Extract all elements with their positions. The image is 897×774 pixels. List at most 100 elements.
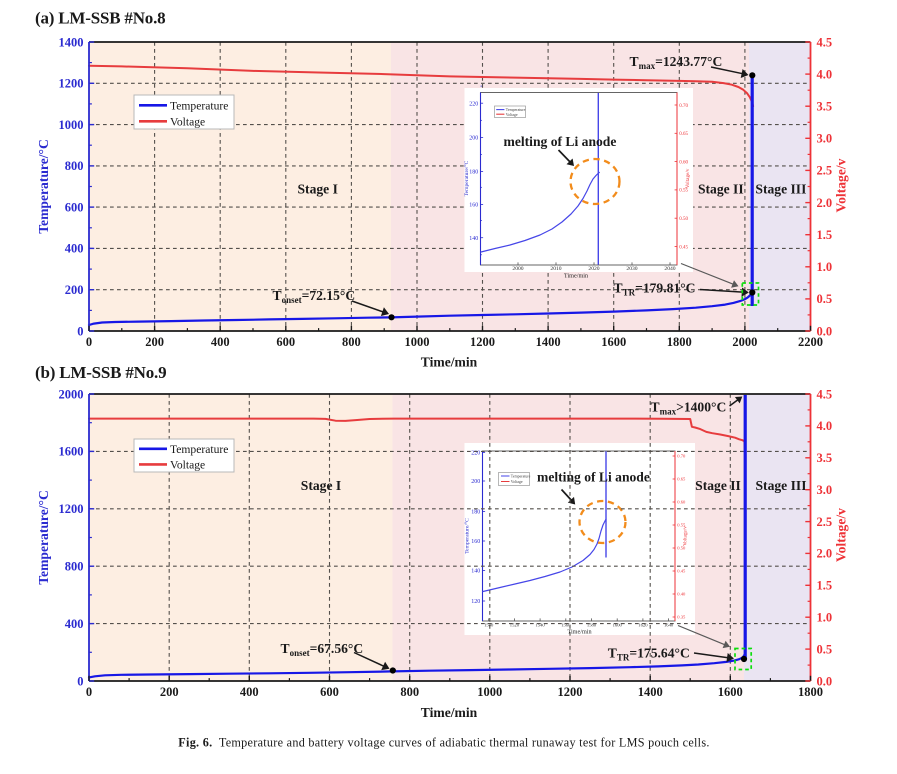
svg-text:1.0: 1.0 — [817, 611, 833, 625]
svg-text:0.0: 0.0 — [817, 324, 833, 338]
svg-text:Voltage/v: Voltage/v — [685, 168, 691, 188]
svg-text:Voltage: Voltage — [170, 458, 205, 471]
svg-text:1640: 1640 — [664, 623, 674, 628]
svg-text:1400: 1400 — [638, 685, 663, 699]
svg-text:1600: 1600 — [601, 335, 626, 349]
svg-text:Tonset=67.56°C: Tonset=67.56°C — [281, 641, 364, 658]
svg-text:1200: 1200 — [470, 335, 495, 349]
svg-text:4.5: 4.5 — [817, 35, 833, 49]
svg-text:(b) LM-SSB #No.9: (b) LM-SSB #No.9 — [35, 363, 166, 382]
svg-text:(a) LM-SSB #No.8: (a) LM-SSB #No.8 — [35, 9, 165, 28]
svg-text:180: 180 — [469, 170, 478, 176]
svg-text:0.40: 0.40 — [677, 592, 686, 597]
svg-text:0.55: 0.55 — [677, 523, 686, 528]
svg-text:1800: 1800 — [667, 335, 692, 349]
svg-text:220: 220 — [471, 451, 480, 457]
svg-text:2.0: 2.0 — [817, 196, 833, 210]
svg-text:Temperature: Temperature — [506, 108, 526, 112]
svg-text:1560: 1560 — [561, 623, 571, 628]
svg-text:200: 200 — [160, 685, 179, 699]
svg-text:0: 0 — [77, 324, 83, 338]
svg-text:1000: 1000 — [477, 685, 502, 699]
svg-text:1200: 1200 — [59, 502, 84, 516]
svg-text:2000: 2000 — [512, 266, 523, 272]
svg-text:0.35: 0.35 — [677, 615, 686, 620]
svg-text:Time/min: Time/min — [421, 705, 478, 720]
svg-text:0: 0 — [77, 674, 83, 688]
svg-text:0.5: 0.5 — [817, 642, 833, 656]
svg-text:2200: 2200 — [798, 335, 823, 349]
svg-text:120: 120 — [471, 599, 480, 605]
svg-text:0.5: 0.5 — [817, 292, 833, 306]
svg-text:3.5: 3.5 — [817, 100, 833, 114]
svg-text:1600: 1600 — [613, 623, 623, 628]
svg-text:220: 220 — [469, 101, 478, 107]
svg-text:800: 800 — [400, 685, 419, 699]
svg-text:2.0: 2.0 — [817, 547, 833, 561]
svg-text:2000: 2000 — [59, 387, 84, 401]
svg-text:Tmax=1243.77°C: Tmax=1243.77°C — [630, 54, 723, 71]
svg-text:1400: 1400 — [536, 335, 561, 349]
svg-text:4.0: 4.0 — [817, 419, 833, 433]
svg-text:400: 400 — [211, 335, 230, 349]
svg-text:Stage II: Stage II — [698, 182, 744, 197]
svg-text:1580: 1580 — [587, 623, 597, 628]
svg-text:3.0: 3.0 — [817, 483, 833, 497]
svg-text:Temperature/°C: Temperature/°C — [36, 490, 51, 585]
svg-text:800: 800 — [342, 335, 361, 349]
svg-text:1200: 1200 — [558, 685, 583, 699]
svg-text:0: 0 — [86, 335, 92, 349]
svg-text:Time/min: Time/min — [421, 355, 478, 370]
svg-text:600: 600 — [320, 685, 339, 699]
svg-text:Time/min: Time/min — [567, 629, 591, 636]
svg-text:140: 140 — [469, 236, 478, 242]
svg-text:140: 140 — [471, 569, 480, 575]
svg-text:200: 200 — [65, 283, 84, 297]
svg-text:Stage III: Stage III — [755, 182, 806, 197]
svg-text:800: 800 — [65, 159, 84, 173]
svg-text:1600: 1600 — [718, 685, 743, 699]
svg-text:Stage I: Stage I — [297, 182, 337, 197]
svg-text:Voltage: Voltage — [506, 113, 518, 117]
svg-text:0.45: 0.45 — [679, 245, 688, 250]
svg-text:Temperature/°C: Temperature/°C — [464, 518, 471, 554]
svg-text:0.70: 0.70 — [677, 454, 686, 459]
svg-text:melting of Li anode: melting of Li anode — [504, 134, 617, 149]
svg-text:160: 160 — [469, 203, 478, 209]
svg-text:0.0: 0.0 — [817, 674, 833, 688]
svg-text:0.60: 0.60 — [679, 160, 688, 165]
svg-text:2.5: 2.5 — [817, 164, 833, 178]
svg-text:1800: 1800 — [798, 685, 823, 699]
svg-text:1.0: 1.0 — [817, 260, 833, 274]
svg-text:Stage I: Stage I — [301, 478, 341, 493]
svg-text:1620: 1620 — [638, 623, 648, 628]
svg-text:400: 400 — [65, 617, 84, 631]
svg-text:0.50: 0.50 — [679, 217, 688, 222]
svg-text:0.70: 0.70 — [679, 104, 688, 109]
svg-text:4.5: 4.5 — [817, 387, 833, 401]
svg-text:160: 160 — [471, 539, 480, 545]
svg-text:0.55: 0.55 — [679, 189, 688, 194]
svg-text:melting of Li anode: melting of Li anode — [537, 470, 650, 485]
svg-text:0.65: 0.65 — [677, 477, 686, 482]
svg-text:0.50: 0.50 — [677, 546, 686, 551]
svg-text:4.0: 4.0 — [817, 67, 833, 81]
svg-text:2030: 2030 — [626, 266, 637, 272]
svg-text:Voltage/v: Voltage/v — [683, 526, 689, 546]
svg-text:0.45: 0.45 — [677, 569, 686, 574]
svg-text:3.5: 3.5 — [817, 451, 833, 465]
svg-text:Temperature: Temperature — [170, 443, 228, 456]
svg-text:2040: 2040 — [664, 266, 675, 272]
svg-text:Temperature: Temperature — [511, 475, 531, 479]
svg-text:Temperature/°C: Temperature/°C — [36, 139, 51, 234]
svg-text:1500: 1500 — [484, 623, 494, 628]
svg-text:1.5: 1.5 — [817, 579, 833, 593]
svg-text:Voltage: Voltage — [511, 480, 523, 484]
svg-text:0.60: 0.60 — [677, 500, 686, 505]
svg-text:Time/min: Time/min — [564, 273, 588, 280]
svg-text:Voltage: Voltage — [170, 115, 205, 128]
svg-text:3.0: 3.0 — [817, 132, 833, 146]
svg-text:2010: 2010 — [550, 266, 561, 272]
svg-text:180: 180 — [471, 510, 480, 516]
svg-text:Voltage/v: Voltage/v — [834, 158, 849, 212]
